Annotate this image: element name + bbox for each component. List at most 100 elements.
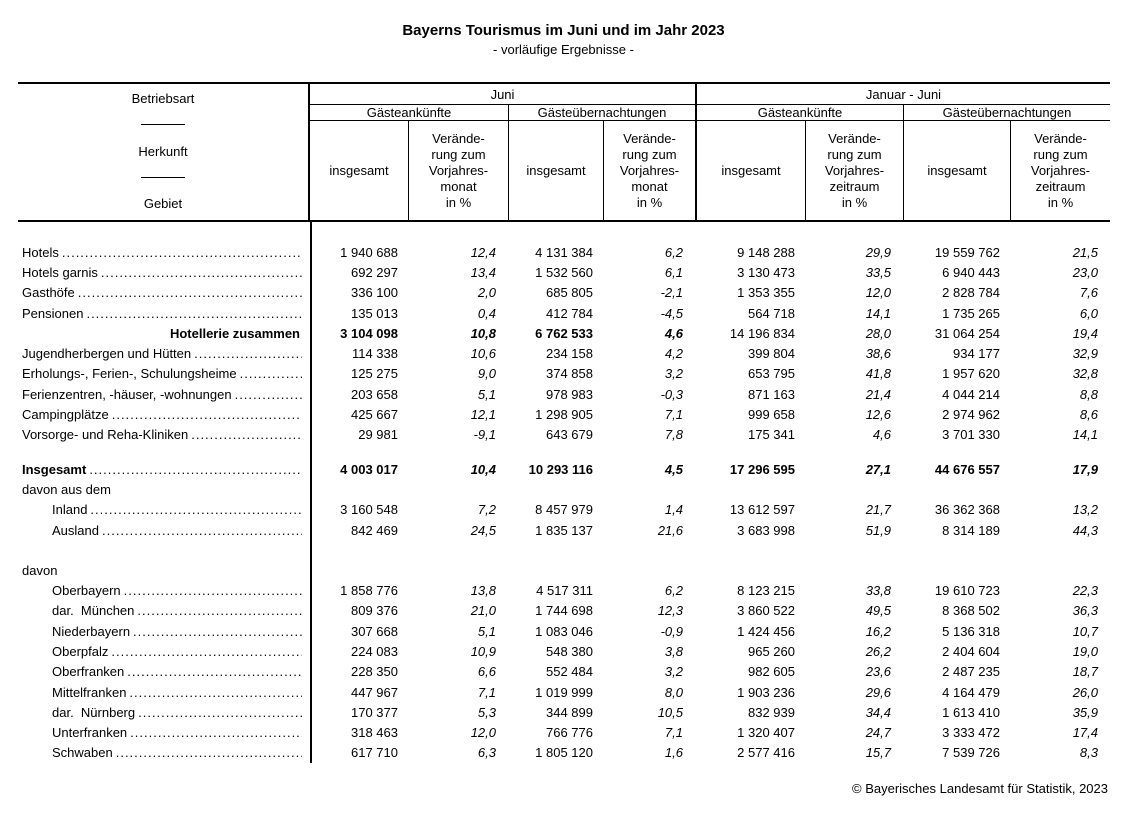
- cell-change-percent: 10,7: [1072, 623, 1098, 639]
- cell-total: 4 044 214: [942, 386, 1000, 402]
- cell-change-percent: 4,5: [664, 461, 683, 477]
- cell-total: 1 903 236: [737, 684, 795, 700]
- cell-change-percent: 7,2: [477, 502, 496, 518]
- cell-total: 832 939: [748, 704, 795, 720]
- dotted-leader: [101, 265, 302, 280]
- cell-change-percent: 13,2: [1072, 502, 1098, 518]
- cell-change-percent: 1,6: [664, 745, 683, 761]
- row-label-text: Mittelfranken: [52, 684, 127, 700]
- row-label: Hotels: [18, 245, 310, 260]
- cell-change-percent: 26,0: [1072, 684, 1098, 700]
- cell-total: 999 658: [748, 407, 795, 423]
- cell-total: 8 314 189: [942, 522, 1000, 538]
- cell-total: 224 083: [351, 643, 398, 659]
- dotted-leader: [116, 745, 302, 760]
- table-row: Erholungs-, Ferien-, Schulungsheime 125 2…: [18, 364, 1110, 384]
- header-nights-june: Gästeübernachtungen: [508, 105, 695, 121]
- cell-change-percent: 1,4: [664, 502, 683, 518]
- cell-total: 7 539 726: [942, 745, 1000, 761]
- cell-total: 1 613 410: [942, 704, 1000, 720]
- cell-change-percent: 5,1: [477, 623, 496, 639]
- cell-total: 692 297: [351, 264, 398, 280]
- cell-change-percent: 6,0: [1079, 305, 1098, 321]
- row-label: Schwaben: [18, 745, 310, 760]
- cell-total: 31 064 254: [934, 325, 1000, 341]
- cell-change-percent: 16,2: [865, 623, 891, 639]
- cell-total: 6 940 443: [942, 264, 1000, 280]
- table-row: Gasthöfe 336 100 2,0 685 805 -2,1 1 353 355 12…: [18, 283, 1110, 303]
- cell-total: 3 860 522: [737, 603, 795, 619]
- cell-total: 135 013: [351, 305, 398, 321]
- cell-total: 1 835 137: [535, 522, 593, 538]
- cell-change-percent: 6,2: [664, 583, 683, 599]
- table-row: Oberpfalz 224 083 10,9 548 380 3,8 965 260 26,…: [18, 641, 1110, 661]
- cell-change-percent: 21,7: [865, 502, 891, 518]
- row-label: Jugendherbergen und Hütten: [18, 346, 310, 361]
- cell-total: 13 612 597: [729, 502, 795, 518]
- stub-gebiet: Gebiet: [143, 196, 183, 211]
- cell-total: 10 293 116: [528, 461, 593, 477]
- table-row: Campingplätze 425 667 12,1 1 298 905 7,1 999 …: [18, 404, 1110, 424]
- cell-total: 17 296 595: [729, 461, 795, 477]
- cell-change-percent: 18,7: [1072, 664, 1098, 680]
- header-col-total: insgesamt: [903, 121, 1010, 220]
- cell-change-percent: 7,1: [664, 725, 683, 741]
- cell-total: 643 679: [546, 427, 593, 443]
- cell-change-percent: 6,1: [664, 264, 683, 280]
- row-label: Erholungs-, Ferien-, Schulungsheime: [18, 366, 310, 381]
- row-label: Ausland: [18, 523, 310, 538]
- table-row: Niederbayern 307 668 5,1 1 083 046 -0,9 1 424…: [18, 621, 1110, 641]
- table-row: dar. Nürnberg 170 377 5,3 344 899 10,5 832 93…: [18, 702, 1110, 722]
- header-col-change-period: Verände- rung zum Vorjahres- zeitraum in…: [805, 121, 903, 220]
- cell-change-percent: 22,3: [1072, 583, 1098, 599]
- cell-change-percent: 13,4: [470, 264, 496, 280]
- row-label-text: davon: [22, 562, 58, 578]
- cell-change-percent: 21,6: [657, 522, 683, 538]
- cell-total: 203 658: [351, 386, 398, 402]
- table-row: Ausland 842 469 24,5 1 835 137 21,6 3 683 998…: [18, 520, 1110, 540]
- cell-change-percent: 13,8: [470, 583, 496, 599]
- cell-change-percent: 34,4: [865, 704, 891, 720]
- cell-change-percent: 33,8: [865, 583, 891, 599]
- cell-total: 965 260: [748, 643, 795, 659]
- cell-change-percent: 7,1: [664, 407, 683, 423]
- cell-total: 14 196 834: [729, 325, 795, 341]
- cell-change-percent: 5,3: [477, 704, 496, 720]
- header-group-january-june: Januar - Juni: [695, 84, 1110, 105]
- cell-total: 8 123 215: [737, 583, 795, 599]
- row-spacer: [18, 540, 1110, 560]
- table-header: Betriebsart Herkunft Gebiet Juni Januar …: [18, 82, 1110, 222]
- dotted-leader: [191, 427, 302, 442]
- cell-total: 19 610 723: [934, 583, 1000, 599]
- dotted-leader: [89, 462, 302, 477]
- cell-change-percent: 7,8: [664, 427, 683, 443]
- cell-change-percent: 33,5: [865, 264, 891, 280]
- table-row: Jugendherbergen und Hütten 114 338 10,6 234…: [18, 343, 1110, 363]
- header-nights-year: Gästeübernachtungen: [903, 105, 1110, 121]
- cell-total: 2 577 416: [737, 745, 795, 761]
- dotted-leader: [62, 245, 302, 260]
- row-label-text: Oberfranken: [52, 664, 125, 680]
- cell-change-percent: -0,3: [660, 386, 683, 402]
- dotted-leader: [138, 705, 302, 720]
- cell-change-percent: 8,8: [1079, 386, 1098, 402]
- cell-total: 44 676 557: [934, 461, 1000, 477]
- row-label-text: Gasthöfe: [22, 285, 75, 301]
- cell-total: 29 981: [358, 427, 398, 443]
- cell-total: 552 484: [546, 664, 593, 680]
- cell-total: 1 805 120: [535, 745, 593, 761]
- cell-change-percent: 21,4: [865, 386, 891, 402]
- cell-total: 8 368 502: [942, 603, 1000, 619]
- row-label: Inland: [18, 502, 310, 517]
- cell-change-percent: 51,9: [865, 522, 891, 538]
- cell-total: 1 744 698: [535, 603, 593, 619]
- cell-total: 842 469: [351, 522, 398, 538]
- cell-total: 3 683 998: [737, 522, 795, 538]
- table-row: Hotellerie zusammen 3 104 098 10,8 6 762 53…: [18, 323, 1110, 343]
- cell-total: 2 974 962: [942, 407, 1000, 423]
- header-arrivals-year: Gästeankünfte: [695, 105, 903, 121]
- table-body: Hotels 1 940 688 12,4 4 131 384 6,2 9 148 288…: [18, 222, 1110, 764]
- copyright-note: © Bayerisches Landesamt für Statistik, 2…: [852, 781, 1108, 796]
- cell-change-percent: 12,0: [865, 285, 891, 301]
- cell-change-percent: 38,6: [865, 346, 891, 362]
